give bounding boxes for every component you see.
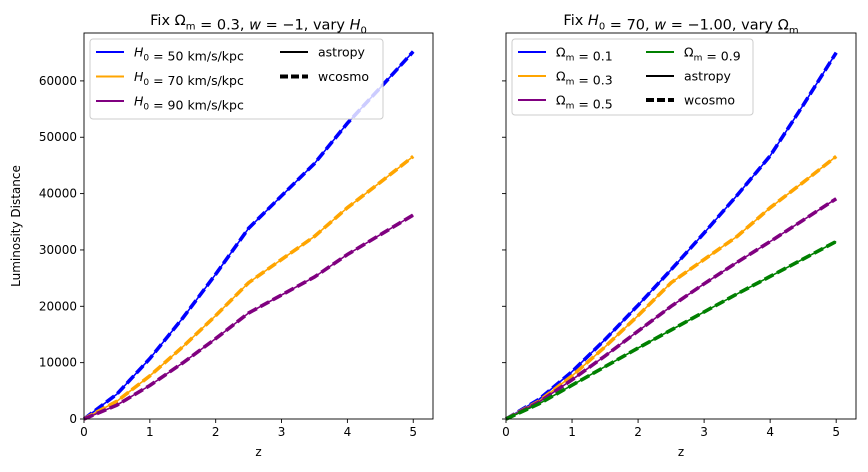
legend-label: Ωm = 0.9 [684, 45, 741, 64]
legend-label: Ωm = 0.5 [556, 93, 613, 112]
chart-panel-1: 0 1 2 3 4 5 0 10000 20000 30000 40000 50000 60000 z Lu… [9, 13, 434, 459]
legend-label: Ωm = 0.3 [556, 69, 613, 88]
x-tick-label: 4 [344, 425, 352, 439]
series-line-wcosmo-3 [505, 197, 838, 421]
y-tick-label: 20000 [39, 299, 77, 313]
series-line-wcosmo-3 [83, 213, 415, 421]
x-tick-label: 2 [634, 425, 642, 439]
x-axis-label: z [678, 445, 684, 459]
legend-label: astropy [318, 45, 366, 60]
y-tick-label: 60000 [39, 74, 77, 88]
legend: Ωm = 0.1 Ωm = 0.3 Ωm = 0.5 Ωm = 0.9 astropy w… [511, 38, 754, 116]
y-tick-label: 10000 [39, 356, 77, 370]
y-tick-label: 50000 [39, 130, 77, 144]
legend-label: wcosmo [318, 69, 369, 84]
series-line-wcosmo-1 [505, 51, 838, 421]
legend-label: H0 = 50 km/s/kpc [134, 45, 244, 64]
legend-label: astropy [684, 69, 732, 84]
x-tick-label: 3 [278, 425, 286, 439]
legend-label: H0 = 90 km/s/kpc [134, 94, 244, 113]
y-tick-label: 40000 [39, 187, 77, 201]
legend-box [89, 38, 384, 120]
legend: H0 = 50 km/s/kpc H0 = 70 km/s/kpc H0 = 90 … [89, 38, 384, 120]
x-tick-label: 5 [832, 425, 840, 439]
legend-label: H0 = 70 km/s/kpc [134, 69, 244, 88]
series-line-wcosmo-2 [83, 154, 415, 421]
x-axis-label: z [255, 445, 261, 459]
legend-label: wcosmo [684, 93, 735, 108]
series-line-wcosmo-2 [505, 154, 838, 421]
legend-box [511, 38, 754, 116]
x-tick-label: 3 [700, 425, 708, 439]
axes-frame [505, 32, 857, 420]
y-tick-label: 0 [69, 412, 77, 426]
chart-title: Fix H0 = 70, w = −1.00, vary Ωm [563, 13, 798, 37]
x-tick-label: 1 [146, 425, 154, 439]
x-tick-label: 0 [80, 425, 88, 439]
x-tick-label: 0 [502, 425, 510, 439]
x-tick-label: 1 [568, 425, 576, 439]
legend-label: Ωm = 0.1 [556, 45, 613, 64]
y-axis-label: Luminosity Distance [9, 165, 23, 287]
series-line-wcosmo-4 [505, 239, 838, 421]
axes-frame [83, 32, 434, 420]
x-tick-label: 5 [409, 425, 417, 439]
x-tick-label: 2 [212, 425, 220, 439]
chart-title: Fix Ωm = 0.3, w = −1, vary H0 [150, 13, 367, 37]
y-tick-label: 30000 [39, 243, 77, 257]
x-tick-label: 4 [766, 425, 774, 439]
